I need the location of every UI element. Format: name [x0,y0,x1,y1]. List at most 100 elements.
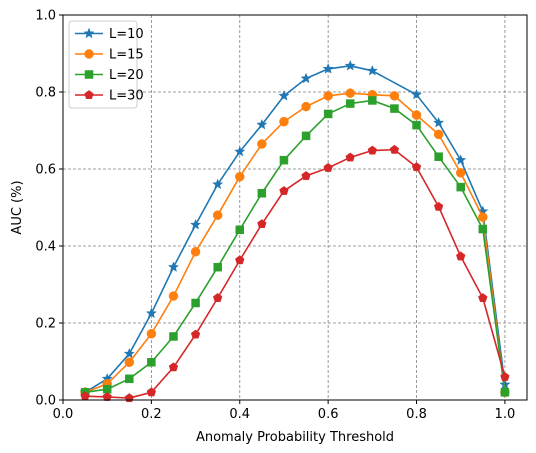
data-point [500,371,510,381]
data-point [146,329,157,339]
series-line [85,148,506,399]
legend-label: L=30 [109,89,144,104]
legend-marker [84,90,94,99]
series-l-15 [80,88,510,398]
series-l-30 [80,144,510,403]
y-tick-label: 1.0 [35,9,56,24]
series-l-10 [79,59,511,398]
data-point [189,218,202,230]
data-point [301,101,311,112]
data-point [278,89,290,101]
legend-item: L=30 [75,89,144,104]
data-point [455,154,467,165]
data-point [367,145,378,155]
data-point [257,189,267,198]
data-point [456,182,465,192]
data-point [411,162,422,172]
ticks: 0.0 0.2 0.4 0.6 0.8 1.0 0.0 0.2 0.4 0.6 0.8 1.0 [35,9,515,423]
data-point [168,291,179,301]
data-point [344,59,356,71]
data-point [212,293,223,302]
x-tick-label: 0.6 [318,407,339,422]
data-point [456,251,466,261]
data-point [300,72,312,84]
y-tick-label: 0.0 [35,394,56,409]
data-point [279,186,289,195]
data-point [168,362,179,372]
legend-marker [83,27,95,39]
data-point [345,99,355,108]
data-point [124,393,134,403]
x-tick-label: 0.2 [141,407,162,422]
legend-item: L=10 [75,27,144,42]
data-point [500,388,510,397]
legend: L=10 L=15 L=20 L=30 [68,20,144,109]
data-point [323,91,333,101]
data-point [345,88,355,98]
legend-marker [84,70,94,79]
x-tick-label: 0.0 [53,407,74,422]
data-point [190,247,201,257]
data-point [190,329,201,339]
legend-marker [84,49,94,59]
y-tick-label: 0.6 [35,163,56,178]
data-point [322,62,334,74]
data-point [301,171,311,180]
y-tick-label: 0.4 [35,240,56,255]
y-tick-label: 0.8 [35,86,56,101]
x-tick-label: 0.8 [406,407,427,422]
data-point [147,358,156,367]
data-point [235,171,245,182]
data-point [235,225,245,235]
data-point [235,255,245,265]
legend-label: L=20 [109,68,144,83]
data-point [145,307,158,319]
legend-item: L=20 [75,68,144,83]
data-point [146,387,157,397]
data-point [257,139,267,149]
data-point [411,110,422,120]
data-point [125,374,134,384]
data-point [279,116,289,127]
data-point [191,298,200,308]
data-point [234,145,246,157]
data-point [257,219,267,229]
data-point [169,332,178,341]
data-point [323,162,333,172]
series-layer [79,59,511,403]
data-point [123,347,135,359]
data-point [389,144,400,154]
y-axis-label: AUC (%) [10,180,25,234]
data-point [301,131,311,141]
series-line [84,99,506,394]
data-point [212,178,224,190]
data-point [212,210,223,220]
data-point [167,261,180,272]
x-axis-label: Anomaly Probability Threshold [196,430,394,445]
data-point [213,262,222,272]
data-point [389,91,400,101]
data-point [432,116,445,128]
data-point [433,201,444,211]
legend-item: L=15 [75,48,144,63]
data-point [410,88,423,100]
data-point [455,168,466,178]
data-point [433,129,444,140]
data-point [368,96,377,105]
data-point [434,152,443,161]
data-point [478,212,488,222]
y-tick-label: 0.2 [35,317,56,332]
data-point [124,357,135,368]
x-tick-label: 1.0 [495,407,516,422]
data-point [256,118,268,130]
data-point [323,109,333,119]
data-point [102,392,112,401]
data-point [345,152,355,162]
plot-frame [62,14,528,401]
data-point [390,104,399,113]
data-point [412,120,421,130]
x-tick-label: 0.4 [229,407,250,422]
data-point [366,64,378,76]
legend-label: L=10 [109,27,144,42]
